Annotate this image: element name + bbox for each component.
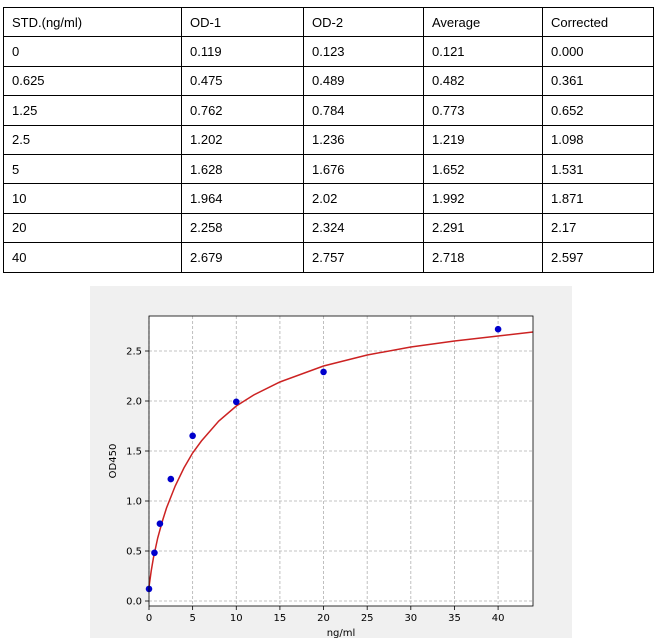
x-tick-label: 5 bbox=[189, 613, 195, 624]
table-cell: 2.17 bbox=[543, 213, 654, 242]
table-cell: 1.964 bbox=[182, 184, 304, 213]
data-point bbox=[168, 476, 175, 483]
table-cell: 20 bbox=[4, 213, 182, 242]
table-cell: 1.992 bbox=[424, 184, 543, 213]
y-tick-label: 1.0 bbox=[126, 497, 142, 508]
table-cell: 0.361 bbox=[543, 66, 654, 95]
y-tick-label: 0.5 bbox=[126, 547, 142, 558]
table-cell: 0.489 bbox=[304, 66, 424, 95]
x-tick-label: 25 bbox=[361, 613, 374, 624]
table-cell: 1.219 bbox=[424, 125, 543, 154]
data-point bbox=[157, 520, 164, 527]
table-row: 0 0.119 0.123 0.121 0.000 bbox=[4, 37, 654, 66]
x-axis-label: ng/ml bbox=[327, 628, 356, 638]
data-point bbox=[151, 550, 158, 557]
y-axis-label: OD450 bbox=[108, 444, 119, 479]
table-row: 2.5 1.202 1.236 1.219 1.098 bbox=[4, 125, 654, 154]
table-row: 20 2.258 2.324 2.291 2.17 bbox=[4, 213, 654, 242]
table-cell: 0.784 bbox=[304, 96, 424, 125]
table-cell: 0.652 bbox=[543, 96, 654, 125]
x-tick-label: 40 bbox=[492, 613, 505, 624]
y-tick-label: 0.0 bbox=[126, 597, 142, 608]
table-cell: 1.652 bbox=[424, 154, 543, 183]
table-cell: 0.762 bbox=[182, 96, 304, 125]
table-cell: 0.475 bbox=[182, 66, 304, 95]
x-tick-label: 35 bbox=[448, 613, 461, 624]
x-tick-label: 15 bbox=[274, 613, 287, 624]
table-cell: 0.000 bbox=[543, 37, 654, 66]
header-row: STD.(ng/ml) OD-1 OD-2 Average Corrected bbox=[4, 8, 654, 37]
table-cell: 1.236 bbox=[304, 125, 424, 154]
table-cell: 40 bbox=[4, 243, 182, 272]
column-header: Average bbox=[424, 8, 543, 37]
table-cell: 1.531 bbox=[543, 154, 654, 183]
table-cell: 0.773 bbox=[424, 96, 543, 125]
table-cell: 0 bbox=[4, 37, 182, 66]
table-cell: 0.625 bbox=[4, 66, 182, 95]
table-row: 5 1.628 1.676 1.652 1.531 bbox=[4, 154, 654, 183]
data-point bbox=[189, 433, 196, 440]
plot-area bbox=[149, 316, 533, 606]
x-tick-label: 20 bbox=[317, 613, 330, 624]
standards-table: STD.(ng/ml) OD-1 OD-2 Average Corrected 0 0.11… bbox=[3, 7, 654, 273]
table-cell: 2.597 bbox=[543, 243, 654, 272]
table-row: 10 1.964 2.02 1.992 1.871 bbox=[4, 184, 654, 213]
column-header: STD.(ng/ml) bbox=[4, 8, 182, 37]
table-cell: 5 bbox=[4, 154, 182, 183]
y-tick-label: 2.5 bbox=[126, 347, 142, 358]
x-tick-label: 0 bbox=[146, 613, 152, 624]
table-cell: 2.5 bbox=[4, 125, 182, 154]
table-cell: 1.098 bbox=[543, 125, 654, 154]
table-row: 40 2.679 2.757 2.718 2.597 bbox=[4, 243, 654, 272]
column-header: OD-2 bbox=[304, 8, 424, 37]
table-cell: 2.291 bbox=[424, 213, 543, 242]
data-point bbox=[233, 399, 240, 406]
table-cell: 0.482 bbox=[424, 66, 543, 95]
column-header: OD-1 bbox=[182, 8, 304, 37]
table-cell: 1.676 bbox=[304, 154, 424, 183]
table-cell: 0.123 bbox=[304, 37, 424, 66]
table-cell: 1.871 bbox=[543, 184, 654, 213]
table-cell: 2.718 bbox=[424, 243, 543, 272]
x-tick-label: 10 bbox=[230, 613, 243, 624]
standards-table-body: STD.(ng/ml) OD-1 OD-2 Average Corrected 0 0.11… bbox=[4, 8, 654, 273]
x-tick-label: 30 bbox=[404, 613, 417, 624]
table-cell: 0.121 bbox=[424, 37, 543, 66]
table-cell: 1.628 bbox=[182, 154, 304, 183]
table-cell: 2.324 bbox=[304, 213, 424, 242]
table-row: 1.25 0.762 0.784 0.773 0.652 bbox=[4, 96, 654, 125]
table-cell: 10 bbox=[4, 184, 182, 213]
table-cell: 1.25 bbox=[4, 96, 182, 125]
data-point bbox=[320, 369, 327, 376]
table-cell: 2.258 bbox=[182, 213, 304, 242]
y-tick-label: 2.0 bbox=[126, 397, 142, 408]
table-cell: 1.202 bbox=[182, 125, 304, 154]
y-tick-label: 1.5 bbox=[126, 447, 142, 458]
table-cell: 2.757 bbox=[304, 243, 424, 272]
table-cell: 2.679 bbox=[182, 243, 304, 272]
standard-curve-chart: 0 5 10 15 20 25 30 35 40 0.0 0.5 1.0 1.5 2.0 2.5 ng/ml O… bbox=[90, 286, 572, 638]
data-point bbox=[495, 326, 502, 333]
table-cell: 2.02 bbox=[304, 184, 424, 213]
column-header: Corrected bbox=[543, 8, 654, 37]
table-cell: 0.119 bbox=[182, 37, 304, 66]
table-row: 0.625 0.475 0.489 0.482 0.361 bbox=[4, 66, 654, 95]
standard-curve-figure: 0 5 10 15 20 25 30 35 40 0.0 0.5 1.0 1.5 2.0 2.5 ng/ml O… bbox=[90, 286, 572, 638]
